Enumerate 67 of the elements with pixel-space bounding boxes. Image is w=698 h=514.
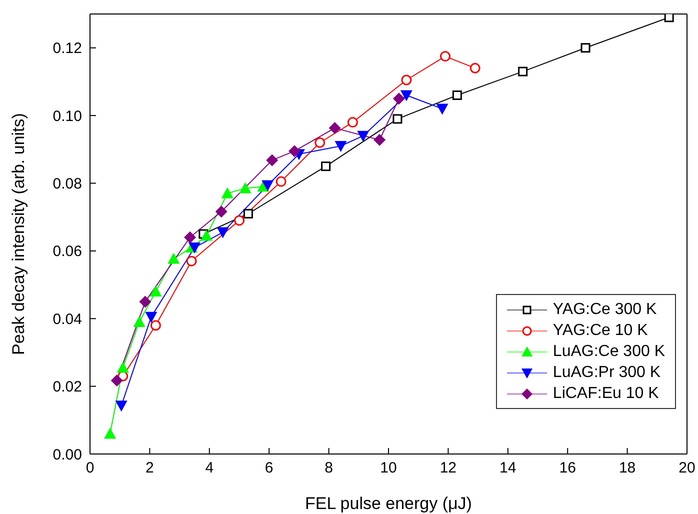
x-tick-label: 2	[146, 460, 154, 477]
point	[347, 117, 358, 128]
point	[321, 162, 331, 172]
x-axis-title: FEL pulse energy (μJ)	[305, 494, 472, 513]
point	[374, 134, 386, 146]
point	[133, 316, 146, 327]
point	[186, 256, 197, 266]
point	[215, 206, 228, 218]
point	[400, 90, 412, 102]
legend-label: LiCAF:Eu 10 K	[552, 384, 659, 402]
y-tick-label: 0.02	[52, 378, 82, 396]
point	[452, 90, 462, 100]
point	[184, 231, 196, 244]
y-tick-label: 0.08	[52, 176, 82, 193]
point	[440, 51, 450, 62]
point	[216, 227, 229, 238]
x-tick-label: 16	[559, 460, 576, 477]
point	[139, 296, 152, 308]
point	[239, 182, 252, 194]
point	[110, 374, 123, 387]
legend-label: YAG:Ce 300 K	[552, 300, 657, 318]
point	[150, 320, 161, 331]
point	[188, 242, 200, 254]
point	[470, 62, 480, 74]
point	[200, 230, 212, 241]
x-tick-label: 10	[380, 460, 397, 477]
point	[168, 252, 180, 264]
point	[392, 114, 402, 124]
x-tick-label: 4	[205, 460, 214, 477]
x-tick-label: 18	[618, 460, 636, 477]
x-tick-label: 20	[678, 460, 696, 477]
x-tick-label: 0	[86, 460, 94, 477]
legend-label: YAG:Ce 10 K	[552, 322, 648, 340]
point	[243, 208, 253, 218]
point	[221, 187, 234, 198]
x-tick-label: 6	[264, 460, 274, 477]
point	[234, 215, 244, 226]
point	[580, 43, 590, 53]
x-tick-label: 14	[500, 460, 516, 477]
y-tick-label: 0.10	[52, 108, 82, 125]
point	[328, 122, 341, 134]
point	[392, 92, 405, 105]
point	[664, 14, 674, 22]
x-tick-label: 12	[440, 460, 457, 477]
point	[262, 180, 274, 192]
point	[116, 362, 129, 373]
point	[104, 428, 116, 439]
point	[145, 312, 158, 323]
point	[314, 137, 326, 148]
point	[518, 66, 528, 76]
point	[276, 176, 286, 187]
point	[150, 286, 162, 297]
point	[436, 104, 448, 115]
point	[401, 74, 412, 86]
point	[288, 145, 300, 158]
point	[357, 130, 370, 142]
point	[115, 400, 128, 412]
legend-label: LuAG:Ce 300 K	[552, 342, 665, 360]
y-tick-label: 0.12	[52, 40, 82, 58]
x-tick-label: 8	[324, 460, 333, 477]
y-axis-title: Peak decay intensity (arb. units)	[9, 113, 28, 355]
point	[266, 154, 278, 166]
y-tick-label: 0.04	[52, 310, 82, 328]
y-tick-label: 0.06	[52, 243, 82, 260]
y-tick-label: 0.00	[52, 446, 82, 464]
point	[334, 141, 347, 152]
legend-label: LuAG:Pr 300 K	[552, 364, 661, 382]
